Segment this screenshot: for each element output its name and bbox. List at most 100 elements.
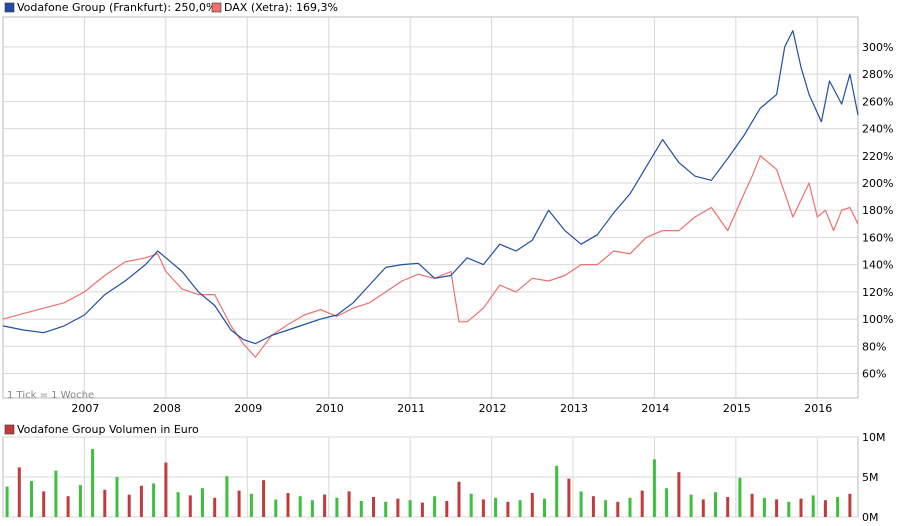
volume-bar	[262, 480, 266, 517]
x-tick-label: 2010	[316, 402, 344, 415]
volume-y-tick-label: 0M	[862, 511, 879, 524]
volume-bar	[567, 478, 571, 517]
volume-bar	[310, 500, 314, 517]
x-tick-label: 2011	[397, 402, 425, 415]
volume-bar	[762, 497, 766, 517]
series-line	[2, 155, 859, 358]
volume-bar	[249, 493, 253, 517]
y-tick-label: 240%	[862, 123, 893, 136]
volume-bar	[518, 500, 522, 517]
volume-bar	[689, 494, 693, 517]
volume-bar	[604, 500, 608, 517]
volume-bar	[384, 501, 388, 517]
volume-bar	[139, 485, 143, 517]
volume-bar	[445, 501, 449, 517]
volume-chart: Vodafone Group Volumen in Euro 10M 5M 0M	[2, 423, 886, 524]
x-tick-label: 2009	[234, 402, 262, 415]
volume-bar	[530, 493, 534, 517]
volume-bar	[359, 501, 363, 517]
volume-bar	[298, 496, 302, 517]
y-tick-label: 80%	[862, 340, 886, 353]
volume-bar	[115, 477, 119, 517]
y-tick-label: 140%	[862, 259, 893, 272]
legend-swatch-vodafone	[4, 2, 15, 13]
volume-bar	[738, 477, 742, 517]
volume-bar	[54, 470, 58, 517]
series-line	[2, 30, 859, 345]
volume-bar	[848, 493, 852, 517]
volume-bar	[457, 481, 461, 517]
price-plot-area	[2, 16, 859, 399]
volume-bar	[811, 495, 815, 517]
y-tick-label: 200%	[862, 177, 893, 190]
volume-bar	[335, 497, 339, 517]
volume-bar	[469, 493, 473, 517]
volume-bar	[799, 498, 803, 517]
volume-bar	[555, 465, 559, 517]
volume-bar	[616, 501, 620, 517]
volume-bar	[836, 497, 840, 517]
volume-bar	[66, 496, 70, 517]
legend-swatch-dax	[211, 2, 222, 13]
volume-bar	[274, 499, 278, 517]
volume-bar	[5, 486, 9, 517]
volume-bar	[628, 497, 632, 517]
volume-bar	[103, 489, 107, 517]
volume-bar	[481, 499, 485, 517]
volume-bar	[347, 491, 351, 517]
volume-bar	[164, 462, 168, 517]
volume-bar	[408, 500, 412, 517]
x-tick-label: 2012	[479, 402, 507, 415]
volume-bar	[188, 495, 192, 517]
y-tick-label: 100%	[862, 313, 893, 326]
volume-bar	[677, 472, 681, 517]
volume-bar	[714, 492, 717, 517]
x-tick-label: 2016	[804, 402, 832, 415]
tick-note: 1 Tick = 1 Woche	[7, 390, 94, 401]
volume-bar	[543, 498, 546, 517]
price-chart: 60% 80% 100% 120% 140% 160% 180% 200% 220% 240% 26…	[2, 1, 893, 415]
legend: Vodafone Group (Frankfurt): 250,0% DAX (…	[4, 1, 338, 14]
volume-bar	[665, 488, 669, 517]
volume-bar	[17, 467, 21, 517]
volume-bars	[5, 449, 852, 517]
volume-bar	[42, 491, 46, 517]
volume-legend-swatch	[4, 424, 15, 435]
volume-bar	[652, 459, 656, 517]
volume-bar	[494, 497, 498, 517]
x-tick-label: 2007	[71, 402, 99, 415]
volume-bar	[237, 490, 241, 517]
y-tick-label: 120%	[862, 286, 893, 299]
volume-bar	[591, 496, 595, 517]
x-tick-label: 2015	[723, 402, 751, 415]
volume-bar	[201, 488, 204, 517]
y-tick-label: 280%	[862, 68, 893, 81]
volume-bar	[823, 500, 827, 517]
volume-bar	[176, 492, 180, 517]
volume-bar	[91, 449, 95, 517]
y-tick-label: 180%	[862, 204, 893, 217]
volume-bar	[30, 481, 33, 517]
volume-bar	[372, 497, 375, 517]
x-tick-label: 2008	[153, 402, 181, 415]
price-gridlines	[3, 17, 858, 398]
volume-bar	[213, 497, 217, 517]
volume-bar	[152, 483, 156, 517]
y-tick-label: 220%	[862, 150, 893, 163]
price-series	[2, 30, 859, 358]
y-tick-label: 60%	[862, 368, 886, 381]
volume-bar	[127, 494, 131, 517]
volume-bar	[420, 502, 424, 517]
volume-bar	[640, 490, 644, 517]
x-tick-label: 2014	[641, 402, 669, 415]
volume-bar	[78, 485, 82, 517]
volume-bar	[701, 499, 705, 517]
volume-bar	[225, 476, 229, 517]
y-tick-label: 300%	[862, 41, 893, 54]
volume-title: Vodafone Group Volumen in Euro	[17, 423, 199, 436]
volume-bar	[579, 491, 583, 517]
y-axis-ticks: 60% 80% 100% 120% 140% 160% 180% 200% 220% 240% 26…	[862, 41, 893, 381]
y-tick-label: 160%	[862, 231, 893, 244]
x-axis-ticks: 2007 2008 2009 2010 2011 2012 2013 2014 2015 2016	[71, 402, 832, 415]
volume-bar	[286, 493, 290, 517]
